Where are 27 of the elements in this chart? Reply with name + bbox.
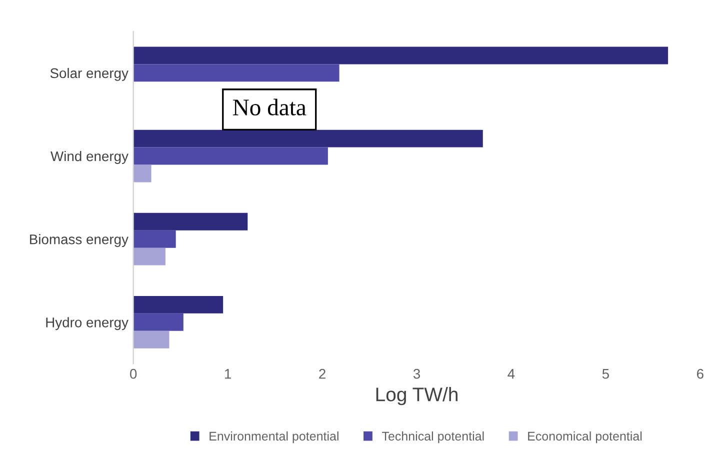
bar	[133, 130, 483, 148]
x-tick-label: 6	[697, 368, 704, 379]
bar	[133, 248, 166, 266]
x-tick-label: 4	[508, 369, 515, 379]
bar	[133, 64, 340, 82]
bar	[133, 46, 668, 64]
bar	[133, 313, 184, 331]
x-tick-label: 1	[225, 369, 231, 379]
y-tick-label: Hydro energy	[46, 317, 128, 330]
legend-label: Economical potential	[528, 431, 642, 444]
bar	[133, 230, 176, 248]
y-tick-label: Solar energy	[50, 68, 128, 81]
x-tick-label: 2	[319, 368, 326, 379]
y-tick-label: Wind energy	[50, 150, 128, 164]
x-tick-label: 3	[413, 368, 420, 379]
annotation: No data	[233, 98, 306, 116]
bar	[133, 164, 152, 182]
bar	[133, 296, 224, 314]
y-tick-label: Biomass energy	[30, 234, 128, 248]
legend-label: Environmental potential	[210, 431, 338, 444]
x-tick-label: 0	[130, 368, 137, 379]
legend-label: Technical potential	[382, 431, 484, 444]
bar	[133, 330, 170, 348]
x-axis-title: Log TW/h	[376, 387, 458, 406]
x-tick-label: 5	[602, 369, 609, 379]
bar	[133, 212, 248, 230]
bar	[133, 147, 328, 165]
